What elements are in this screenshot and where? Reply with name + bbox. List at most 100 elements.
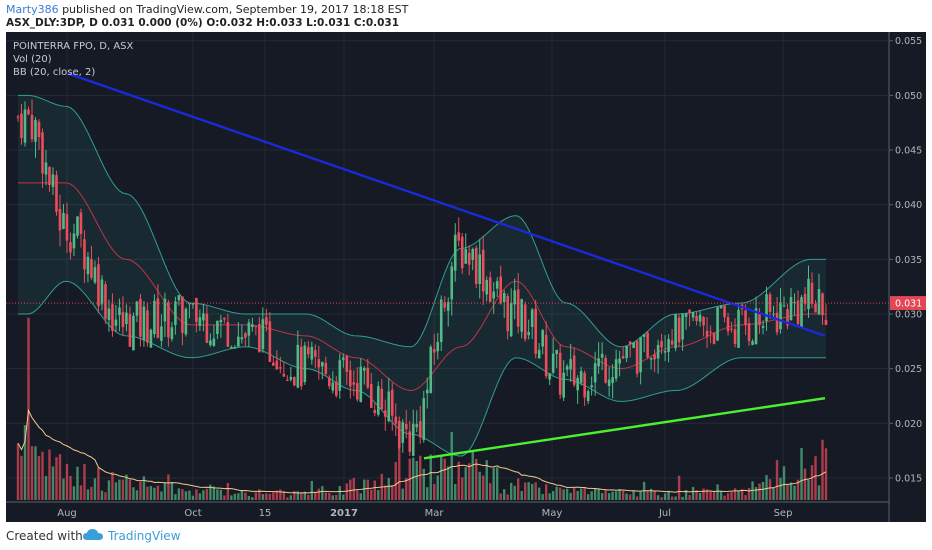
volume-bar xyxy=(139,481,142,500)
volume-bar xyxy=(20,455,23,500)
candle-body xyxy=(495,281,499,289)
candle-body xyxy=(317,359,321,368)
candle-body xyxy=(48,166,51,185)
candle-body xyxy=(411,423,415,456)
candle-body xyxy=(272,362,275,366)
volume-bar xyxy=(433,483,436,500)
candle-body xyxy=(632,342,635,348)
volume-bar xyxy=(363,479,366,500)
candle-body xyxy=(58,208,62,231)
candle-body xyxy=(506,295,509,332)
tradingview-brand-link[interactable]: TradingView xyxy=(108,529,181,543)
author-link[interactable]: Marty386 xyxy=(6,3,59,16)
volume-ma-line xyxy=(17,408,827,494)
candle-body xyxy=(275,360,279,370)
candle-body xyxy=(572,355,576,385)
volume-bar xyxy=(800,448,803,500)
candle-body xyxy=(93,267,97,283)
price-chart[interactable]: 0.055 0.050 0.045 0.040 0.035 0.030 0.025 0.020… xyxy=(6,32,926,522)
candle-body xyxy=(20,113,23,138)
candle-body xyxy=(321,362,324,367)
candle-body xyxy=(362,368,366,371)
volume-bar xyxy=(537,487,541,500)
candle-body xyxy=(422,398,426,440)
candle-body xyxy=(369,383,373,408)
volume-bar xyxy=(555,486,558,500)
volume-bar xyxy=(258,489,261,500)
candle-body xyxy=(160,326,163,341)
candle-body xyxy=(247,322,251,336)
candle-body xyxy=(341,357,345,360)
candle-body xyxy=(177,295,181,301)
volume-bar xyxy=(72,486,76,500)
candle-body xyxy=(607,379,611,386)
volume-bar xyxy=(191,495,195,500)
candle-body xyxy=(611,377,614,384)
candle-body xyxy=(121,312,125,328)
volume-bar xyxy=(534,482,537,500)
candle-body xyxy=(223,317,226,320)
candle-body xyxy=(212,338,216,346)
time-tick-label: Sep xyxy=(774,508,793,519)
candle-body xyxy=(432,349,436,353)
volume-bar xyxy=(436,475,439,500)
volume-bar xyxy=(461,477,464,500)
volume-bar xyxy=(356,490,359,500)
time-tick-label: Aug xyxy=(57,508,77,519)
legend-volume: Vol (20) xyxy=(13,54,52,65)
candle-body xyxy=(478,254,482,285)
volume-bar xyxy=(44,475,48,500)
candle-body xyxy=(331,382,335,391)
volume-bar xyxy=(303,491,307,500)
candle-body xyxy=(335,381,338,396)
volume-bar xyxy=(55,457,58,500)
bollinger-upper xyxy=(18,94,826,348)
volume-bar xyxy=(279,489,282,500)
last-price-label: 0.031 xyxy=(895,299,922,310)
candle-body xyxy=(300,346,303,387)
price-tick-label: 0.040 xyxy=(895,200,922,211)
candle-body xyxy=(338,360,342,391)
candle-body xyxy=(775,312,779,333)
candle-body xyxy=(625,345,628,359)
candle-body xyxy=(97,264,100,306)
volume-bar xyxy=(160,491,163,500)
candle-body xyxy=(635,340,639,374)
candle-body xyxy=(404,423,408,430)
volume-bar xyxy=(230,495,233,500)
candle-body xyxy=(181,296,184,334)
chart-area[interactable]: 0.055 0.050 0.045 0.040 0.035 0.030 0.025 0.020… xyxy=(6,32,926,522)
candle-body xyxy=(174,301,177,326)
candle-body xyxy=(303,345,307,382)
volume-bar xyxy=(265,493,268,500)
candle-body xyxy=(520,299,523,332)
candle-body xyxy=(485,280,489,295)
candle-body xyxy=(86,256,90,275)
candle-body xyxy=(492,291,496,299)
volume-bar xyxy=(317,488,321,500)
candle-body xyxy=(310,346,314,360)
volume-bar xyxy=(342,494,345,500)
volume-bar xyxy=(523,482,527,500)
volume-bar xyxy=(219,489,223,500)
candle-body xyxy=(516,289,520,327)
volume-bar xyxy=(429,454,432,500)
candle-body xyxy=(586,391,590,402)
volume-bar xyxy=(30,446,34,500)
volume-bar xyxy=(590,491,593,500)
volume-bar xyxy=(181,489,184,500)
volume-bar xyxy=(244,492,247,500)
volume-bar xyxy=(544,484,548,500)
volume-bar xyxy=(618,489,621,500)
candle-body xyxy=(296,344,300,388)
candle-body xyxy=(474,247,478,284)
price-tick-label: 0.025 xyxy=(895,364,922,375)
volume-bar xyxy=(296,491,300,500)
candle-body xyxy=(289,376,293,380)
volume-bar xyxy=(37,456,41,500)
candle-body xyxy=(548,373,551,380)
candle-body xyxy=(268,321,272,363)
candle-body xyxy=(132,315,135,351)
candle-body xyxy=(258,324,261,353)
candle-body xyxy=(240,337,244,340)
